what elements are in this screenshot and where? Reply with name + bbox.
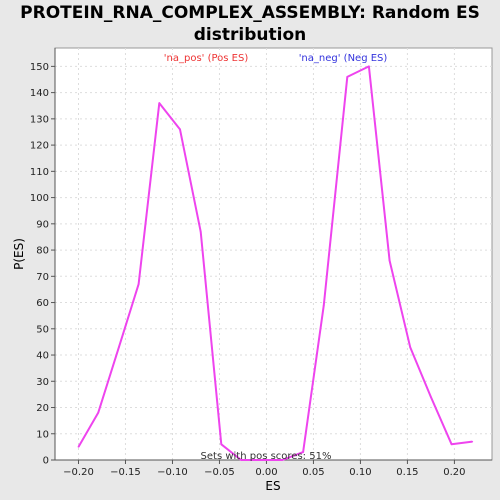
- es-data-point: [346, 76, 349, 78]
- x-tick-label: −0.20: [63, 467, 94, 478]
- neg-es-annotation: 'na_neg' (Neg ES): [299, 53, 388, 64]
- tick-layer: 0 10 20 30 40 50 60 70 80 90 100 110 120 130 140 150 −0.…: [30, 62, 466, 478]
- x-tick-label: 0.20: [443, 467, 465, 478]
- chart-title: PROTEIN_RNA_COMPLEX_ASSEMBLY: Random ES …: [0, 2, 500, 46]
- y-tick-label: 120: [30, 141, 49, 152]
- grid-layer: [55, 48, 492, 460]
- es-data-point: [281, 459, 284, 461]
- es-data-point: [260, 459, 263, 461]
- y-tick-label: 60: [36, 298, 49, 309]
- es-data-point: [471, 440, 474, 443]
- y-tick-label: 30: [36, 377, 49, 388]
- x-tick-label: 0.00: [255, 467, 277, 478]
- es-data-point: [450, 443, 453, 446]
- series-layer: [77, 65, 474, 461]
- y-tick-label: 150: [30, 62, 49, 73]
- y-tick-label: 70: [36, 272, 49, 283]
- es-data-point: [77, 446, 80, 448]
- es-data-point: [409, 346, 412, 348]
- y-axis-label: P(ES): [12, 238, 26, 270]
- chart-title-line-2: distribution: [193, 25, 307, 45]
- y-tick-label: 0: [43, 456, 49, 467]
- es-data-point: [118, 346, 120, 348]
- es-data-point: [97, 411, 100, 414]
- y-tick-label: 90: [36, 219, 49, 230]
- y-tick-label: 110: [30, 167, 49, 178]
- es-data-point: [137, 283, 140, 285]
- x-tick-label: −0.10: [157, 467, 188, 478]
- y-tick-label: 20: [36, 403, 49, 414]
- es-data-point: [322, 304, 325, 306]
- es-data-point: [302, 451, 304, 453]
- y-tick-label: 80: [36, 246, 49, 257]
- y-tick-label: 40: [36, 351, 49, 362]
- y-tick-label: 10: [36, 429, 49, 440]
- y-tick-label: 130: [30, 114, 49, 125]
- y-tick-label: 100: [30, 193, 49, 204]
- chart-title-line-1: PROTEIN_RNA_COMPLEX_ASSEMBLY: Random ES: [20, 3, 480, 23]
- x-axis-label: ES: [265, 479, 280, 493]
- x-tick-label: 0.05: [302, 467, 324, 478]
- x-tick-label: −0.15: [110, 467, 141, 478]
- es-data-point: [179, 128, 181, 131]
- es-data-point: [368, 65, 370, 68]
- es-data-point: [199, 230, 202, 233]
- y-tick-label: 50: [36, 324, 49, 335]
- es-data-point: [220, 443, 223, 446]
- plot-area: [54, 47, 493, 461]
- x-tick-label: −0.05: [204, 467, 235, 478]
- es-data-point: [430, 396, 432, 398]
- pos-es-annotation: 'na_pos' (Pos ES): [164, 53, 249, 64]
- x-tick-label: 0.15: [396, 467, 418, 478]
- x-tick-label: 0.10: [349, 467, 371, 478]
- pos-scores-footer: Sets with pos scores: 51%: [201, 451, 332, 462]
- es-data-point: [388, 259, 391, 262]
- es-data-point: [158, 102, 161, 104]
- es-data-point: [240, 459, 242, 461]
- es-distribution-line: [77, 65, 473, 461]
- y-tick-label: 140: [30, 88, 49, 99]
